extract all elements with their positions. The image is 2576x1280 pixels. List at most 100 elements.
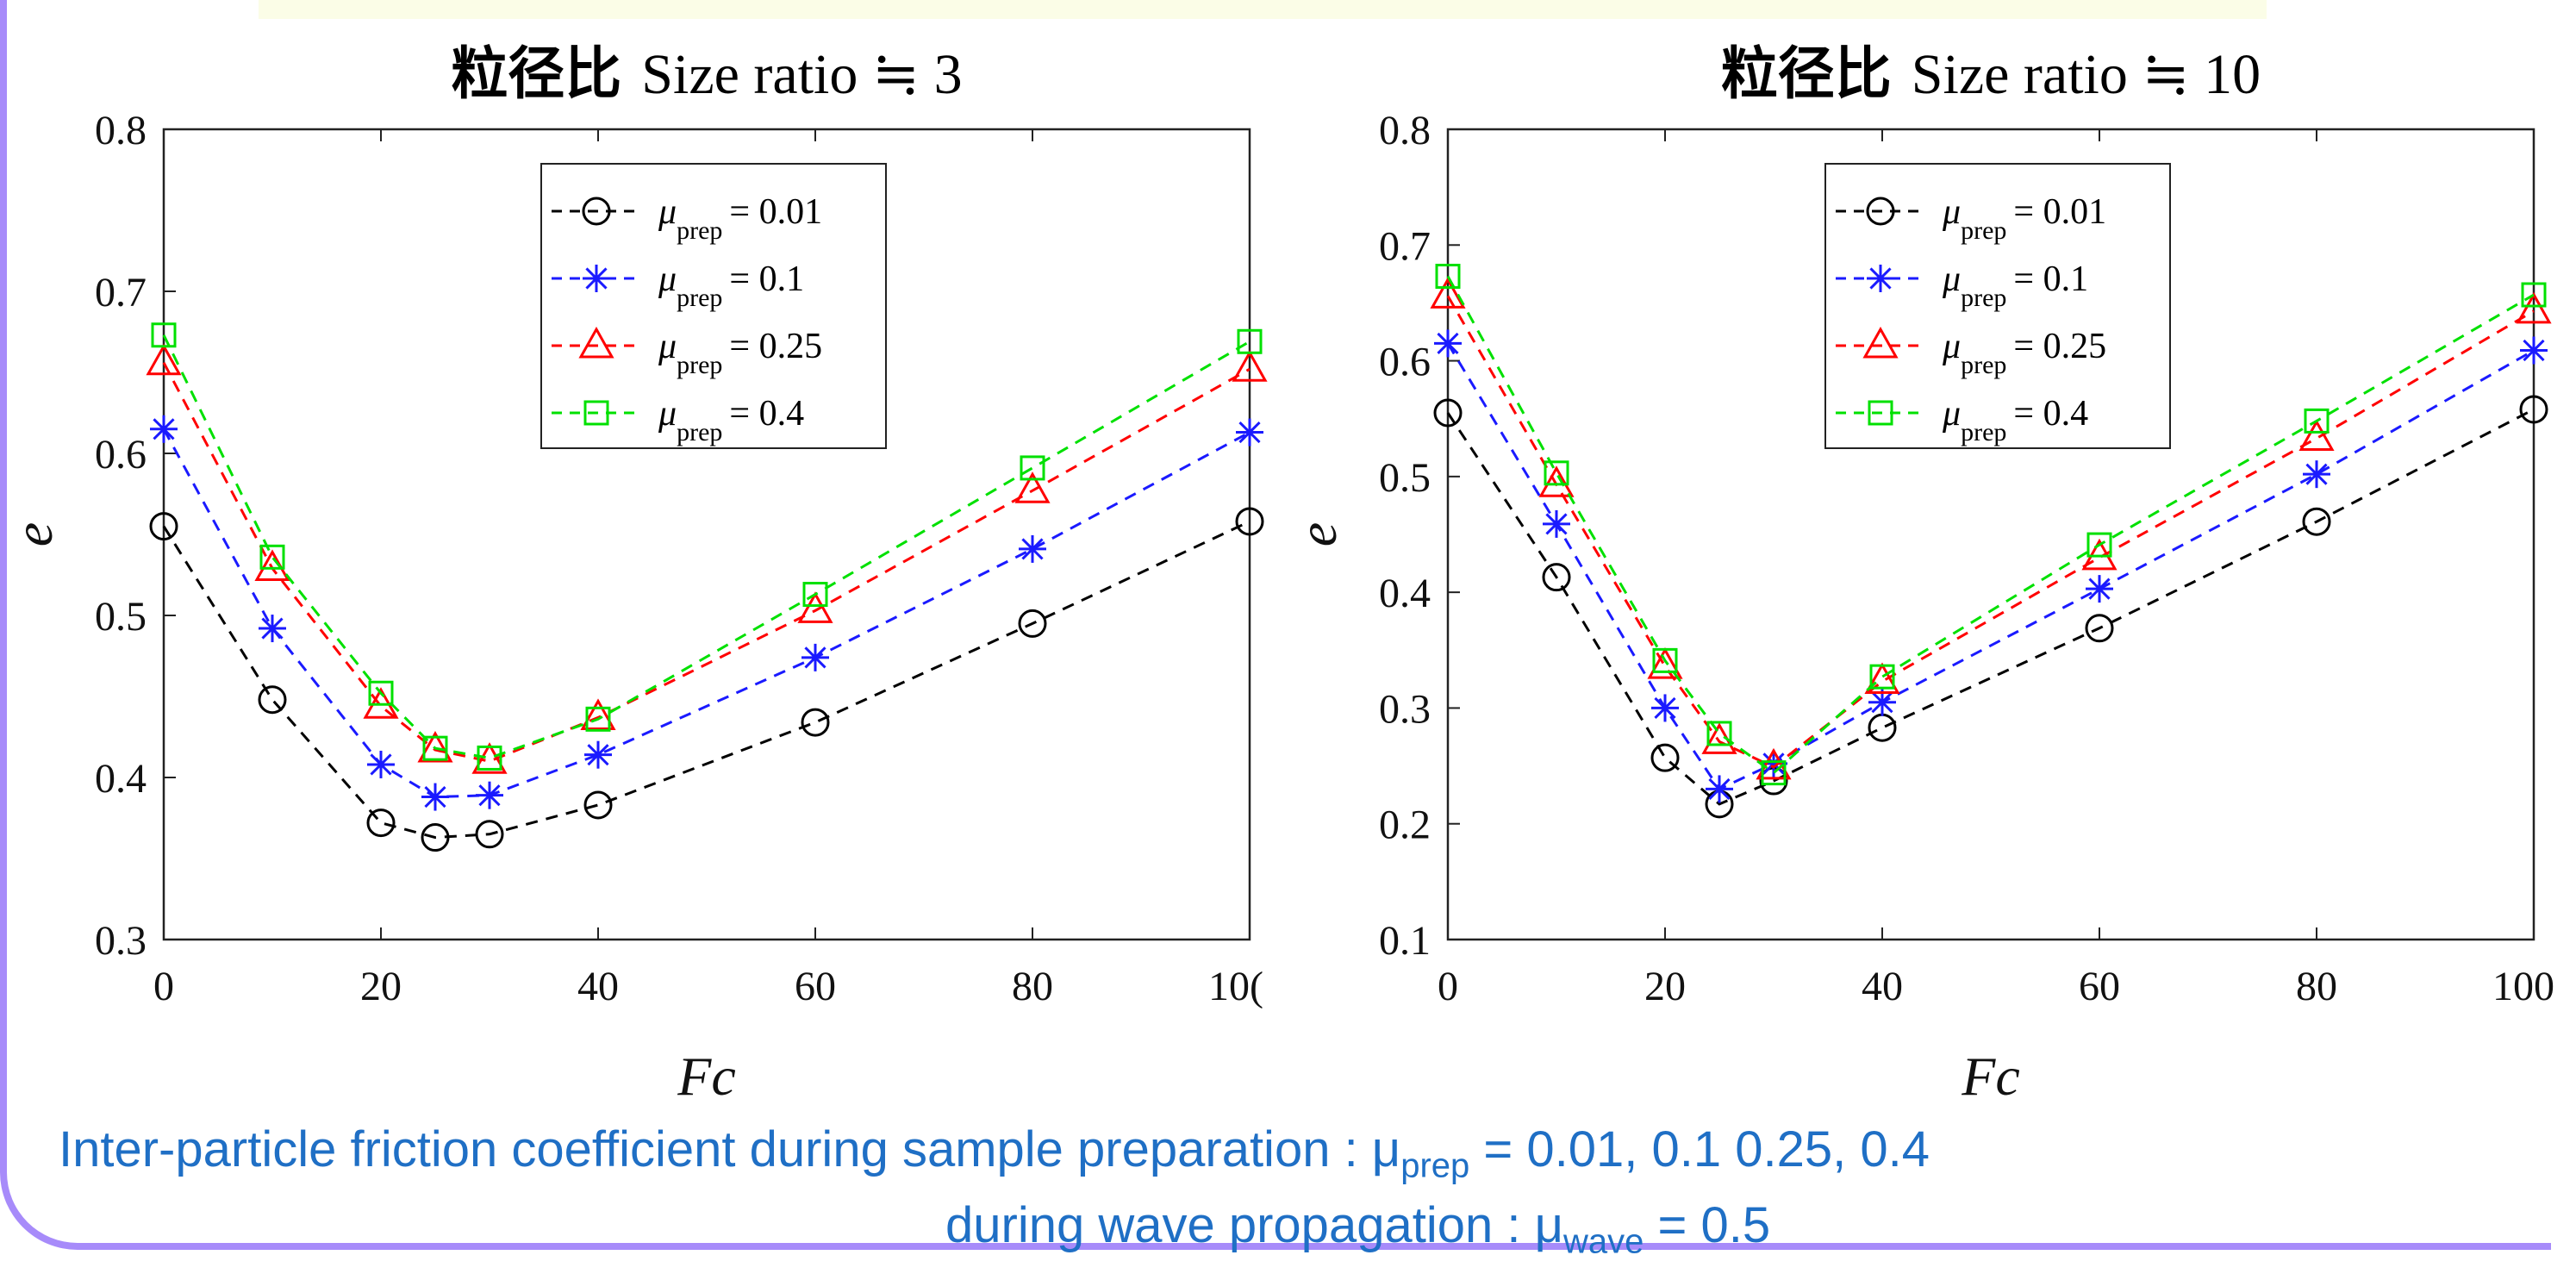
legend-marker [1862, 326, 1899, 359]
data-point [2304, 408, 2330, 434]
data-point [584, 740, 612, 769]
series-0 [149, 507, 1264, 852]
legend-marker [583, 265, 610, 292]
caption-line-2-sub: wave [1563, 1222, 1644, 1261]
data-point [1542, 563, 1571, 592]
data-point [368, 680, 394, 706]
data-point [1018, 609, 1047, 638]
data-point [2516, 291, 2552, 324]
series-3 [1435, 264, 2547, 786]
caption-line-2: during wave propagation : μwave = 0.5 [945, 1188, 1770, 1280]
data-point [1647, 647, 1683, 679]
y-tick-label: 0.2 [1379, 802, 1431, 848]
data-point [1864, 662, 1900, 695]
series-3 [151, 322, 1263, 771]
x-tick-label: 100 [2492, 964, 2554, 1009]
data-point [2303, 460, 2330, 489]
legend-label: μprep = 0.4 [1942, 394, 2088, 446]
slide-frame [0, 0, 2551, 1250]
data-point [801, 708, 830, 737]
x-tick-label: 40 [577, 964, 619, 1009]
data-point [1236, 418, 1263, 446]
legend-sub: prep [677, 418, 722, 446]
data-point [2085, 614, 2114, 643]
data-point [150, 415, 178, 443]
data-point [1869, 664, 1895, 690]
series-line [162, 334, 1251, 759]
y-tick-label: 0.3 [1379, 686, 1431, 732]
series-line [1446, 408, 2535, 806]
y-tick-label: 0.7 [95, 270, 147, 315]
chart-title-en: Size ratio ≒ 10 [1912, 43, 2261, 106]
series-1 [1434, 329, 2548, 803]
data-point [1760, 749, 1787, 777]
data-point [2302, 507, 2331, 536]
data-point [1020, 455, 1045, 481]
chart-size-ratio-10: 粒径比 Size ratio ≒ 10 0 20 40 60 80 100 0.1 0.2 0.3… [1287, 41, 2554, 1107]
data-point [580, 698, 616, 730]
legend-value: = 0.4 [2013, 394, 2088, 434]
legend-label: μprep = 0.01 [1942, 192, 2106, 245]
data-point [1652, 647, 1678, 673]
legend-label: μprep = 0.25 [658, 327, 822, 379]
chart-title-en: Size ratio ≒ 3 [641, 43, 962, 106]
data-point [797, 591, 833, 623]
legend-marker [583, 400, 609, 426]
y-tick-label: 0.7 [1379, 223, 1431, 269]
data-point [2521, 282, 2547, 308]
legend-marker [582, 197, 611, 226]
data-point [366, 809, 396, 838]
data-point [149, 512, 178, 541]
legend-marker [1867, 265, 1894, 292]
data-point [1019, 534, 1046, 563]
legend-value: = 0.4 [729, 394, 804, 434]
legend-symbol: μ [1942, 192, 1961, 232]
legend-symbol: μ [658, 327, 677, 366]
series-2 [1430, 277, 2552, 780]
y-tick-label: 0.6 [1379, 340, 1431, 385]
data-point [2086, 532, 2112, 558]
x-tick-label: 60 [2079, 964, 2120, 1009]
top-band [259, 0, 2267, 19]
data-point [471, 742, 508, 774]
caption-line-1-sub: prep [1400, 1146, 1470, 1185]
y-axis-label: e [3, 522, 64, 546]
legend-label: μprep = 0.4 [658, 394, 804, 446]
data-point [1235, 507, 1264, 536]
series-line [1446, 275, 2535, 775]
x-tick-label: 60 [795, 964, 836, 1009]
x-tick-label: 10( [1208, 964, 1263, 1009]
data-point [2520, 336, 2548, 365]
legend-symbol: μ [658, 192, 677, 232]
data-point [422, 735, 448, 761]
legend-label: μprep = 0.25 [1942, 327, 2106, 379]
data-point [421, 783, 449, 811]
data-point [801, 643, 829, 671]
y-tick-label: 0.8 [95, 108, 147, 153]
data-point [1706, 775, 1733, 803]
caption-line-2-suffix: = 0.5 [1644, 1197, 1771, 1253]
legend-value: = 0.01 [729, 192, 822, 232]
legend-value: = 0.25 [2013, 327, 2106, 366]
data-point [2086, 575, 2113, 603]
legend-symbol: μ [1942, 327, 1961, 366]
legend-value: = 0.1 [729, 259, 804, 299]
data-point [1868, 688, 1896, 716]
caption-line-2-prefix: during wave propagation : μ [945, 1197, 1563, 1253]
data-point [1650, 743, 1680, 772]
data-point [1538, 465, 1575, 497]
data-point [1014, 471, 1051, 503]
data-point [1430, 277, 1466, 309]
legend-value: = 0.01 [2013, 192, 2106, 232]
legend-sub: prep [1961, 284, 2006, 312]
data-point [259, 544, 285, 570]
legend-value: = 0.25 [729, 327, 822, 366]
caption-line-1-suffix: = 0.01, 0.1 0.25, 0.4 [1469, 1121, 1930, 1177]
series-line [162, 362, 1251, 763]
legend-sub: prep [1961, 418, 2006, 446]
y-axis-label: e [1287, 522, 1348, 546]
legend-symbol: μ [1942, 394, 1961, 434]
x-tick-label: 0 [1438, 964, 1458, 1009]
